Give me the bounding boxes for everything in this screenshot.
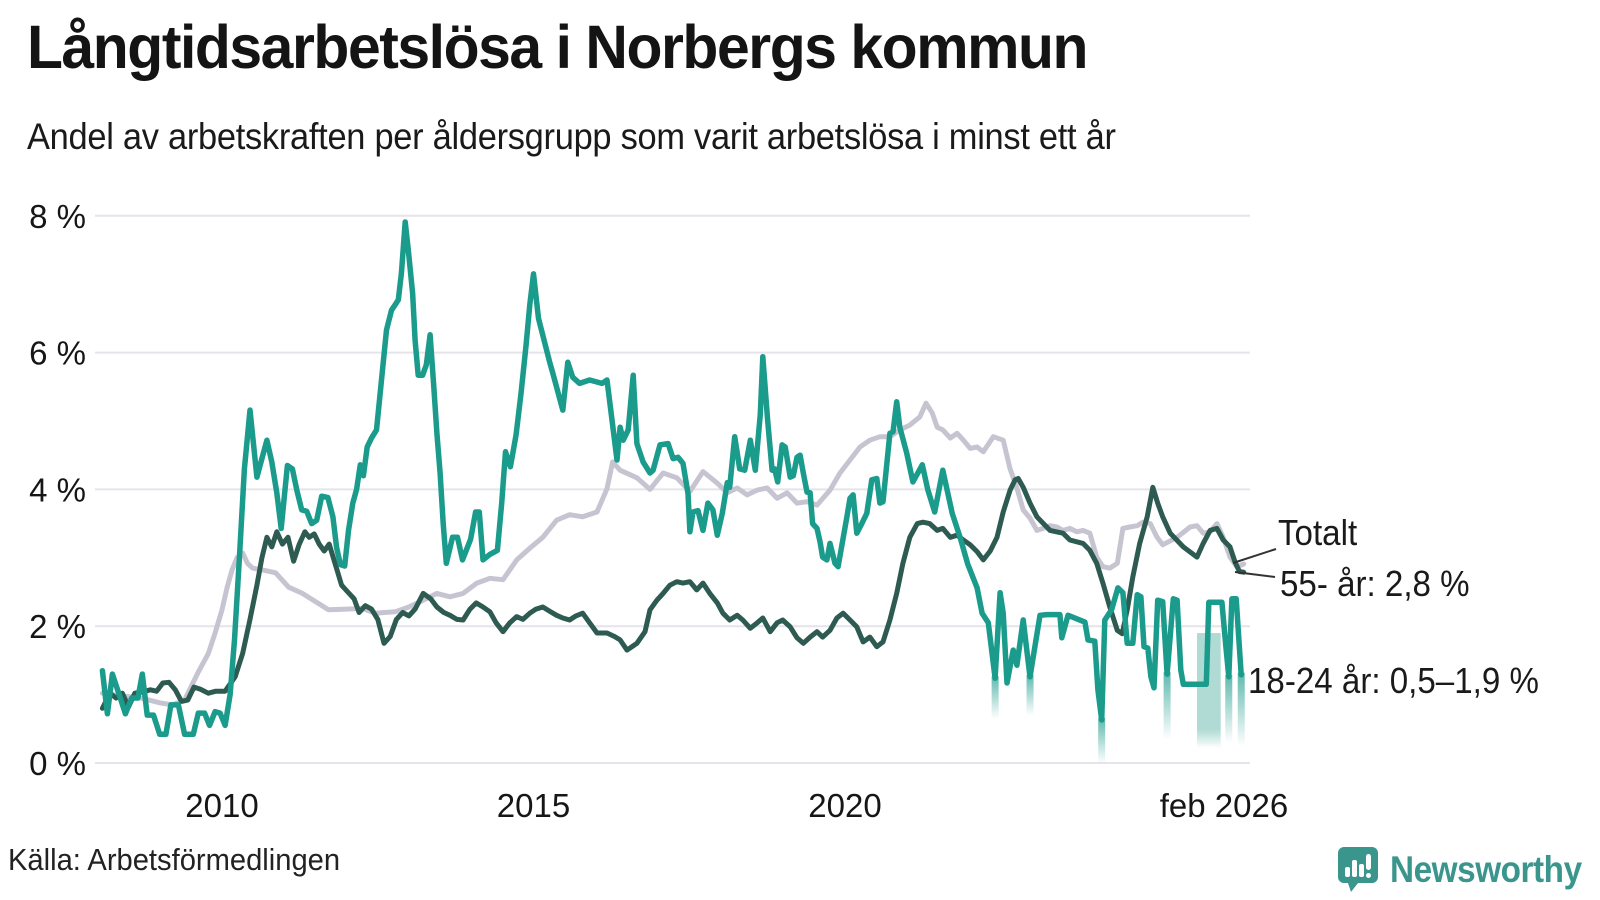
- gridlines: [95, 214, 1250, 764]
- annotation-connector-totalt: [1232, 548, 1277, 564]
- newsworthy-logo-icon: [1338, 847, 1378, 892]
- series-line-55-år: [99, 476, 1247, 711]
- annotation-55-ar: 55- år: 2,8 %: [1280, 563, 1470, 604]
- uncertainty-band-fade: [1196, 730, 1221, 749]
- uncertainty-tail-4: [1225, 674, 1233, 743]
- newsworthy-logo-text: Newsworthy: [1390, 849, 1582, 890]
- uncertainty-tail-2: [1098, 717, 1106, 764]
- series-line-Totalt: [99, 400, 1247, 708]
- annotation-connectors: [1232, 548, 1277, 578]
- uncertainty-tail-3: [1163, 672, 1171, 740]
- source-note: Källa: Arbetsförmedlingen: [8, 842, 341, 877]
- annotation-connector-55-ar: [1234, 571, 1276, 578]
- x-tick-label-2010: 2010: [185, 787, 258, 824]
- y-tick-label-4: 4 %: [29, 471, 86, 508]
- annotation-totalt: Totalt: [1278, 512, 1358, 553]
- page-title: Långtidsarbetslösa i Norbergs kommun: [27, 13, 1088, 81]
- series-line-18-24år: [99, 219, 1244, 738]
- uncertainty-tail-1: [1026, 674, 1034, 716]
- y-tick-label-0: 0 %: [29, 745, 86, 782]
- axis-tick-labels: 8 % 6 % 4 % 2 % 0 % 2010 2015 2020 feb 2026: [29, 198, 1288, 824]
- x-tick-label-feb 2026: feb 2026: [1160, 787, 1288, 824]
- newsworthy-logo[interactable]: Newsworthy: [1336, 845, 1600, 895]
- x-tick-label-2015: 2015: [497, 787, 570, 824]
- uncertainty-tail-5: [1237, 672, 1245, 747]
- annotation-18-24-ar: 18-24 år: 0,5–1,9 %: [1248, 660, 1539, 701]
- uncertainty-tail-0: [991, 676, 999, 719]
- y-tick-label-6: 6 %: [29, 335, 86, 372]
- x-tick-label-2020: 2020: [808, 787, 881, 824]
- y-tick-label-8: 8 %: [29, 198, 86, 235]
- series-lines: [99, 219, 1247, 738]
- y-tick-label-2: 2 %: [29, 608, 86, 645]
- page-subtitle: Andel av arbetskraften per åldersgrupp s…: [27, 116, 1116, 157]
